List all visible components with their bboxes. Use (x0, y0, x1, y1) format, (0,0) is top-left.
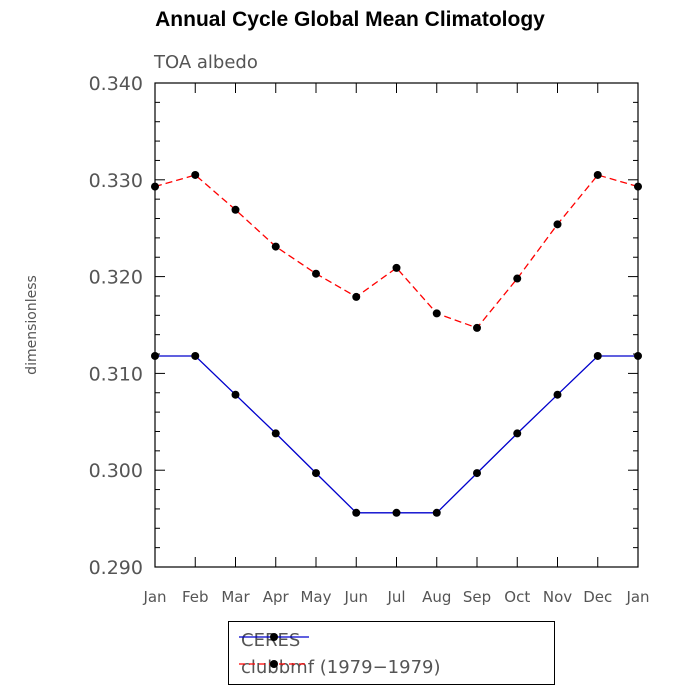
legend-item-clubbmf: clubbmf (1979−1979) (237, 654, 441, 680)
legend-swatch-clubbmf (239, 660, 309, 668)
data-point (191, 170, 200, 179)
series-line-0 (155, 355, 638, 514)
data-point (231, 390, 240, 399)
data-point (312, 469, 320, 478)
y-axis-label: dimensionless (24, 275, 40, 375)
data-point (513, 429, 522, 438)
data-point (473, 469, 481, 478)
legend: CERES clubbmf (1979−1979) (228, 621, 555, 685)
data-point (593, 170, 602, 179)
data-point (191, 351, 200, 360)
data-point (593, 351, 602, 360)
y-tick-label: 0.330 (89, 170, 143, 192)
data-point (553, 390, 562, 399)
data-point (553, 220, 562, 229)
data-point (513, 274, 522, 283)
y-tick-label: 0.310 (89, 363, 143, 385)
x-tick-label: Dec (583, 588, 612, 606)
plot-frame (154, 82, 639, 568)
chart-subtitle: TOA albedo (153, 52, 258, 73)
x-tick-label: Sep (463, 588, 491, 606)
x-tick-label: Oct (504, 588, 530, 606)
y-tick-label: 0.300 (89, 460, 143, 482)
x-tick-label: May (300, 588, 331, 606)
data-point (231, 205, 240, 214)
data-point (352, 508, 361, 517)
x-tick-label: Apr (263, 588, 290, 606)
data-point (392, 263, 401, 272)
data-point (432, 309, 441, 318)
data-point (312, 269, 320, 278)
legend-label-ceres: CERES (241, 629, 301, 651)
data-point (151, 182, 159, 191)
x-tick-label: Nov (543, 588, 572, 606)
x-tick-label: Jan (142, 588, 166, 606)
legend-swatch-ceres (239, 633, 309, 641)
data-point (473, 323, 481, 332)
legend-label-clubbmf: clubbmf (1979−1979) (241, 656, 441, 678)
data-point (352, 292, 361, 301)
data-point (151, 351, 159, 360)
x-tick-label: Jan (625, 588, 649, 606)
x-tick-label: Jun (344, 588, 368, 606)
data-point (634, 182, 642, 191)
series-line-1 (154, 174, 639, 329)
y-tick-label: 0.340 (89, 73, 143, 95)
x-tick-label: Mar (221, 588, 250, 606)
x-tick-label: Feb (182, 588, 209, 606)
chart-title: Annual Cycle Global Mean Climatology (155, 8, 545, 31)
data-point (271, 242, 280, 251)
data-point (432, 508, 441, 517)
data-point (271, 429, 280, 438)
data-point (634, 351, 642, 360)
legend-item-ceres: CERES (237, 627, 309, 653)
data-point (392, 508, 401, 517)
y-tick-label: 0.320 (89, 267, 143, 289)
y-tick-label: 0.290 (89, 557, 143, 579)
x-tick-label: Jul (386, 588, 405, 606)
x-tick-label: Aug (422, 588, 451, 606)
